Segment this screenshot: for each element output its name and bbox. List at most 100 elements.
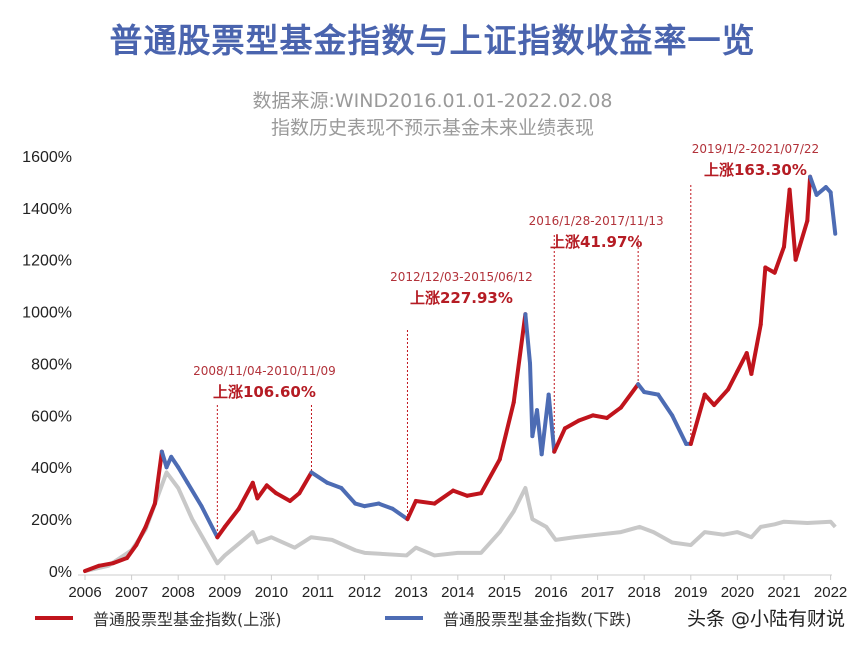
fund-index-down-segment [362,501,381,509]
y-tick-label: 0% [49,564,72,581]
x-tick-label: 2012 [348,584,381,601]
fund-index-up-segment [712,387,731,407]
fund-index-down-segment [546,392,557,454]
fund-index-up-segment [124,543,139,561]
legend-up-swatch [35,616,73,620]
fund-index-up-segment [222,506,241,529]
fund-index-up-segment [805,174,813,223]
fund-index-up-segment [688,392,707,446]
legend-down: 普通股票型基金指数(下跌) [385,606,632,630]
y-tick-label: 600% [31,408,72,425]
legend-up-label: 普通股票型基金指数(上涨) [93,610,282,629]
x-tick-label: 2016 [534,584,567,601]
fund-index-down-segment [176,465,190,485]
annotation-period: 2019/1/2-2021/07/22 [692,142,819,156]
fund-index-down-segment [309,470,330,485]
fund-index-up-segment [215,524,227,540]
fund-index-down-segment [528,361,535,439]
data-source: 数据来源:WIND2016.01.01-2022.02.08 [252,90,613,112]
fund-index-down-segment [814,185,828,197]
fund-index-up-segment [152,449,164,506]
fund-index-up-segment [749,322,763,376]
fund-index-up-segment [96,561,115,568]
annotation-period: 2008/11/04-2010/11/09 [193,364,336,378]
legend-down-label: 普通股票型基金指数(下跌) [443,610,632,629]
fund-index-down-segment [808,174,819,197]
fund-index-up-segment [479,457,502,496]
x-tick-label: 2015 [488,584,521,601]
fund-index-up-segment [552,426,567,454]
chart-title: 普通股票型基金指数与上证指数收益率一览 [109,21,756,60]
fund-index-down-segment [185,480,204,509]
x-tick-label: 2013 [395,584,428,601]
fund-index-up-segment [465,491,484,498]
fund-index-down-segment [828,190,838,236]
fund-index-down-segment [656,392,675,418]
fund-index-up-segment [250,480,260,501]
fund-index-up-segment [110,556,129,566]
y-tick-label: 1200% [22,253,72,270]
annotation-period: 2016/1/28-2017/11/13 [529,214,664,228]
fund-index-down-segment [390,506,410,522]
y-tick-label: 1600% [22,149,72,166]
fund-index-up-segment [618,382,641,410]
annotation-period: 2012/12/03-2015/06/12 [390,270,533,284]
fund-index-down-segment [339,485,358,506]
fund-index-up-segment [590,413,609,420]
watermark: 头条 @小陆有财说 [686,608,845,630]
fund-index-up-segment [604,405,623,420]
fund-index-up-segment [432,488,456,506]
annotation-gain: 上涨227.93% [410,289,513,307]
fund-index-up-segment [497,400,516,462]
fund-index-down-segment [539,392,551,457]
fund-index-up-segment [405,498,418,522]
fund-index-down-segment [376,501,395,511]
x-tick-label: 2014 [441,584,474,601]
y-tick-label: 800% [31,356,72,373]
y-tick-label: 1400% [22,201,72,218]
fund-index-down-segment [199,504,220,540]
y-tick-label: 1000% [22,305,72,322]
y-tick-label: 400% [31,460,72,477]
legend-up: 普通股票型基金指数(上涨) [35,606,282,630]
x-tick-label: 2009 [208,584,241,601]
fund-index-up-segment [143,501,157,529]
fund-index-up-segment [236,480,255,511]
x-tick-label: 2019 [674,584,707,601]
disclaimer: 指数历史表现不预示基金未来业绩表现 [270,117,594,139]
fund-index-up-segment [793,218,810,262]
fund-index-up-segment [772,244,786,275]
fund-index-up-segment [255,483,269,501]
annotation-gain: 上涨163.30% [704,161,807,179]
fund-index-up-segment [134,524,148,548]
fund-index-up-segment [274,491,293,503]
fund-index-up-segment [297,470,314,496]
y-tick-label: 200% [31,512,72,529]
x-tick-label: 2008 [162,584,195,601]
fund-index-down-segment [670,413,689,446]
fund-index-up-segment [787,187,798,262]
x-tick-label: 2020 [721,584,754,601]
fund-index-up-segment [413,498,437,506]
legend-down-swatch [385,616,423,620]
x-tick-label: 2018 [628,584,661,601]
annotation-gain: 上涨41.97% [550,233,642,251]
x-tick-label: 2022 [814,584,847,601]
fund-index-up-segment [511,312,528,405]
fund-index-up-segment [264,483,279,496]
fund-index-up-segment [451,488,470,498]
fund-index-up-segment [576,413,595,423]
x-tick-label: 2011 [302,584,334,601]
annotation-gain: 上涨106.60% [213,383,316,401]
fund-index-down-segment [325,480,344,490]
x-tick-label: 2021 [767,584,800,601]
fund-index-up-segment [702,392,717,407]
fund-index-up-segment [758,265,768,327]
fund-index-up-segment [562,418,581,431]
fund-index-up-segment [735,351,749,374]
x-tick-label: 2006 [68,584,101,601]
x-tick-label: 2017 [581,584,614,601]
x-tick-label: 2007 [115,584,148,601]
